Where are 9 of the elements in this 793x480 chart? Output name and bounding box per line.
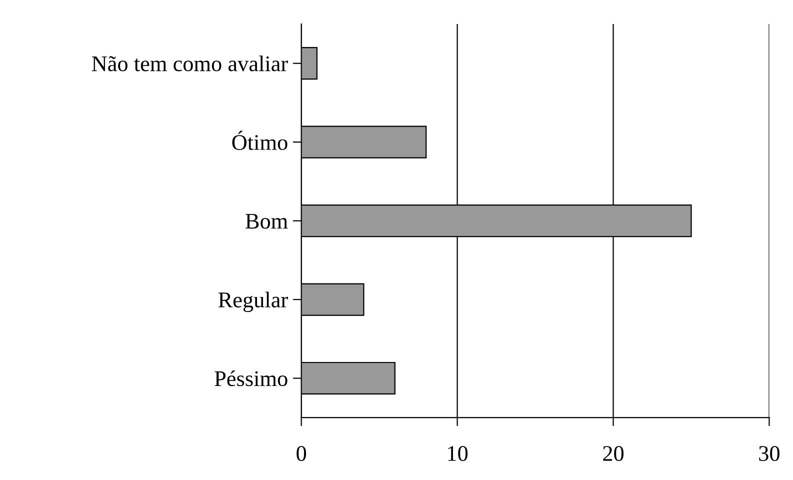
x-tick-label: 0 xyxy=(296,446,306,462)
y-tick-label: Regular xyxy=(218,292,288,312)
y-tick-label: Péssimo xyxy=(214,370,288,386)
x-tick-label: 30 xyxy=(759,446,780,462)
y-tick-label: Ótimo xyxy=(232,130,288,150)
x-tick-label: 10 xyxy=(448,446,468,462)
x-tick-label: 20 xyxy=(603,446,624,462)
y-tick-label: Bom xyxy=(246,214,288,229)
y-tick-label: Não tem como avaliar xyxy=(92,56,288,72)
